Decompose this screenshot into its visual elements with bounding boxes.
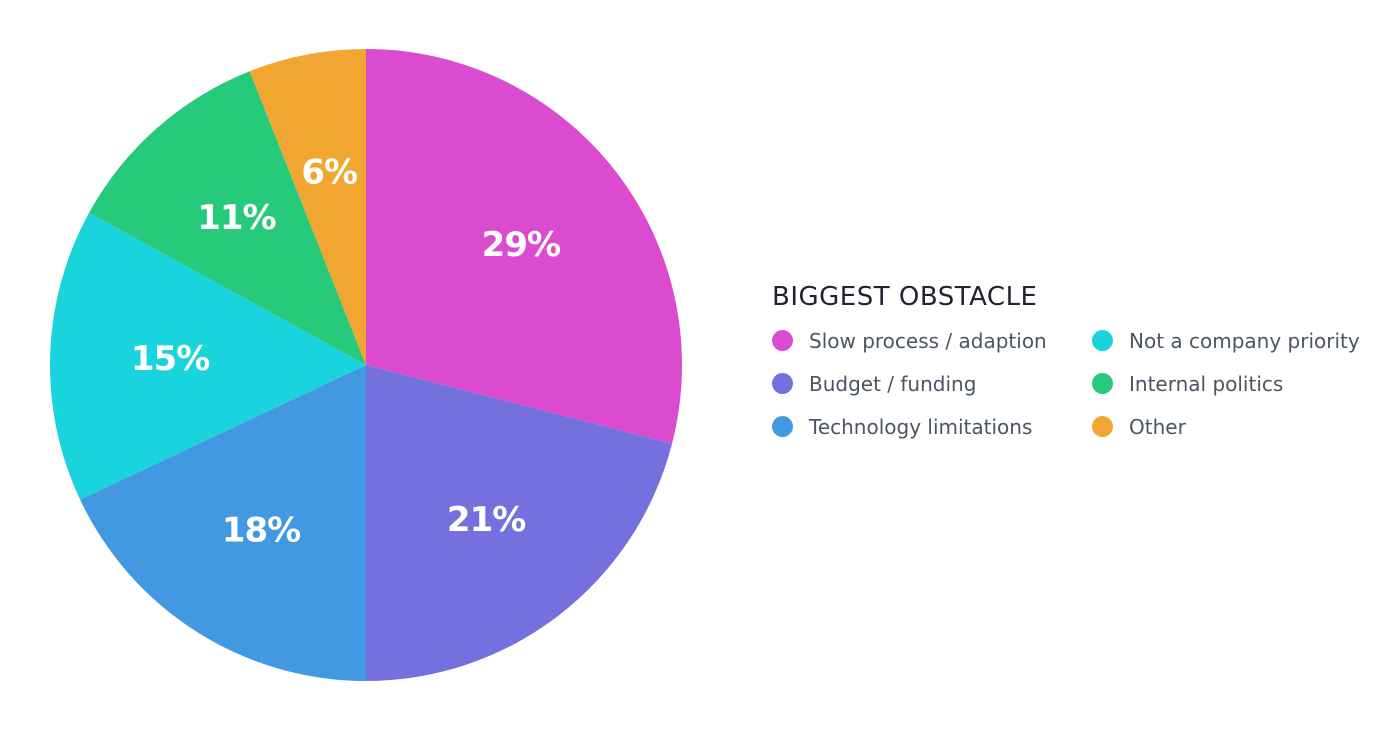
pie-slice-slow-process-adaption xyxy=(366,49,682,444)
legend-item-internal-politics: Internal politics xyxy=(1092,369,1352,398)
slice-label-technology-limitations: 18% xyxy=(222,510,300,550)
legend-swatch xyxy=(1092,373,1113,394)
legend: BIGGEST OBSTACLE Slow process / adaption… xyxy=(772,282,1360,441)
legend-item-technology-limitations: Technology limitations xyxy=(772,412,1092,441)
pie-slice-budget-funding xyxy=(366,365,673,681)
legend-swatch xyxy=(772,373,793,394)
legend-label: Not a company priority xyxy=(1129,328,1360,353)
pie-slices xyxy=(49,49,682,681)
pie-slice-not-a-company-priority xyxy=(49,212,366,500)
legend-label: Technology limitations xyxy=(809,414,1033,439)
legend-item-budget-funding: Budget / funding xyxy=(772,369,1092,398)
legend-swatch xyxy=(772,416,793,437)
slice-label-budget-funding: 21% xyxy=(447,500,525,540)
slice-label-slow-process-adaption: 29% xyxy=(482,225,560,265)
legend-label: Other xyxy=(1129,414,1186,439)
legend-items: Slow process / adaption Not a company pri… xyxy=(772,326,1360,441)
legend-item-not-a-company-priority: Not a company priority xyxy=(1092,326,1360,355)
legend-label: Slow process / adaption xyxy=(809,328,1047,353)
slice-label-not-a-company-priority: 15% xyxy=(131,339,209,379)
legend-swatch xyxy=(1092,330,1113,351)
legend-title: BIGGEST OBSTACLE xyxy=(772,282,1038,312)
legend-label: Budget / funding xyxy=(809,371,977,396)
pie-slice-labels: 29% 21% 18% 15% 11% 6% xyxy=(131,152,561,550)
slice-label-other: 6% xyxy=(301,152,357,192)
pie-slice-other xyxy=(249,49,366,365)
pie-slice-internal-politics xyxy=(89,71,366,366)
legend-swatch xyxy=(1092,416,1113,437)
legend-swatch xyxy=(772,330,793,351)
legend-item-other: Other xyxy=(1092,412,1352,441)
slice-label-internal-politics: 11% xyxy=(197,198,275,238)
legend-label: Internal politics xyxy=(1129,371,1284,396)
pie-slice-technology-limitations xyxy=(80,365,367,681)
legend-item-slow-process-adaption: Slow process / adaption xyxy=(772,326,1092,355)
